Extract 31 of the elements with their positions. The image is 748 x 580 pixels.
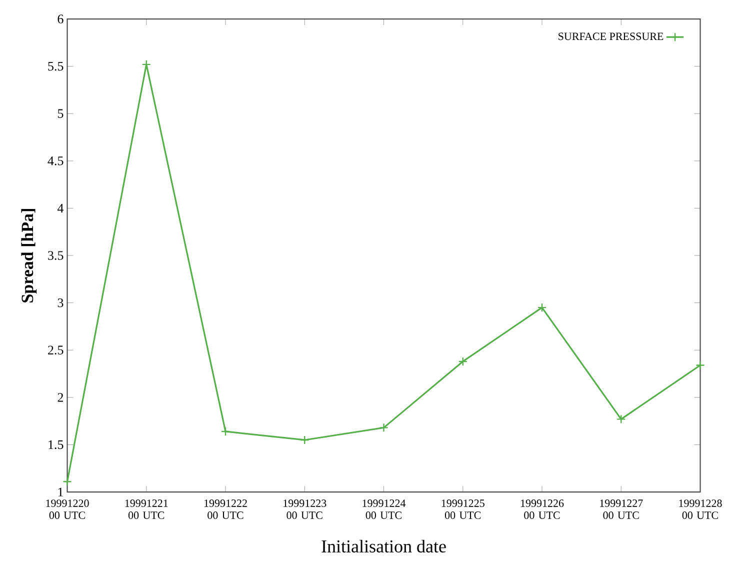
x-tick-label: 19991224 00 UTC [362, 500, 406, 519]
x-tick-label: 19991223 00 UTC [284, 500, 326, 519]
x-tick-label: 19991225 00 UTC [442, 500, 484, 519]
y-tick-label: 5.5 [48, 62, 64, 71]
point [62, 477, 72, 486]
y-tick-label: 3 [58, 298, 64, 308]
x-tick-label: 19991220 00 UTC [46, 500, 89, 519]
x-tick-label: 19991227 00 UTC [600, 500, 643, 519]
x-tick-label: 19991228 00 UTC [679, 500, 722, 519]
y-tick-label: 6 [58, 14, 64, 24]
x-tick-label: 19991221 00 UTC [125, 500, 168, 519]
point [537, 302, 547, 312]
y-axis-title: Spread [hPa] [21, 209, 37, 302]
x-axis-title: Initialisation date [322, 540, 446, 552]
y-tick-label: 5 [58, 109, 64, 118]
y-tick-label: 2.5 [48, 346, 64, 355]
point [696, 360, 705, 370]
point [220, 426, 230, 436]
point [616, 414, 626, 424]
point [379, 423, 388, 432]
y-tick-label: 1.5 [48, 440, 64, 450]
x-tick-label: 19991226 00 UTC [520, 500, 564, 519]
y-tick-label: 2 [58, 393, 64, 402]
point [300, 435, 310, 445]
legend-label: SURFACE PRESSURE [558, 32, 664, 40]
y-tick-label: 4.5 [48, 156, 64, 166]
y-tick-label: 1 [58, 488, 63, 496]
y-tick-label: 4 [57, 204, 64, 212]
x-tick-label: 19991222 00 UTC [204, 500, 247, 519]
point [458, 356, 468, 366]
y-tick-label: 3.5 [48, 251, 64, 260]
